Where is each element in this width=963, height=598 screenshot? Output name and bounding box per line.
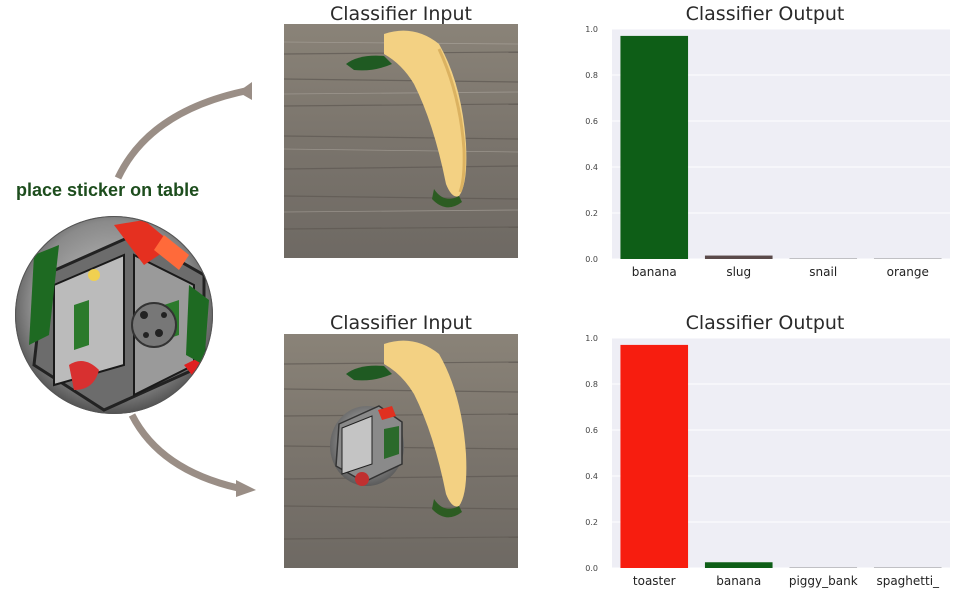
classifier-input-title-2: Classifier Input xyxy=(330,312,472,334)
classifier-output-chart-2: Classifier Output 0.0 0.2 0.4 0.6 0.8 1.0 toas… xyxy=(575,312,955,594)
y-tick-label: 0.0 xyxy=(585,564,598,573)
adversarial-sticker-icon xyxy=(15,216,213,414)
bar-slug xyxy=(704,255,773,259)
x-tick-label: spaghetti_ xyxy=(876,574,940,588)
x-tick-label: toaster xyxy=(633,574,676,588)
bar-chart-1: 0.0 0.2 0.4 0.6 0.8 1.0 banana slug snail orange xyxy=(585,25,950,279)
classifier-output-chart-1: Classifier Output 0.0 0.2 0.4 0.6 0.8 1.0 bana… xyxy=(575,3,955,285)
y-tick-label: 0.6 xyxy=(585,117,598,126)
classifier-input-image-2 xyxy=(284,334,518,568)
x-tick-label: orange xyxy=(887,265,929,279)
arrow-down-head xyxy=(236,480,256,497)
y-tick-label: 0.8 xyxy=(585,71,598,80)
y-tick-label: 0.2 xyxy=(585,518,598,527)
arrow-up-curve xyxy=(114,86,251,180)
x-tick-label: snail xyxy=(809,265,837,279)
arrow-down-curve xyxy=(128,413,239,492)
classifier-output-title-1: Classifier Output xyxy=(685,3,845,25)
y-tick-label: 0.8 xyxy=(585,380,598,389)
y-tick-label: 0.2 xyxy=(585,209,598,218)
x-tick-label: piggy_bank xyxy=(789,574,858,588)
x-tick-label: banana xyxy=(716,574,761,588)
classifier-input-image-1 xyxy=(284,24,518,258)
bar-chart-2: 0.0 0.2 0.4 0.6 0.8 1.0 toaster banana piggy_ban… xyxy=(585,334,950,588)
x-tick-label: slug xyxy=(726,265,751,279)
x-tick-label: banana xyxy=(632,265,677,279)
y-tick-label: 0.0 xyxy=(585,255,598,264)
bar-banana xyxy=(620,35,689,260)
y-tick-label: 0.4 xyxy=(585,163,598,172)
y-tick-label: 0.6 xyxy=(585,426,598,435)
y-tick-label: 1.0 xyxy=(585,334,598,343)
classifier-input-title-1: Classifier Input xyxy=(330,3,472,25)
classifier-output-title-2: Classifier Output xyxy=(685,312,845,334)
bar-banana xyxy=(704,562,773,568)
y-tick-label: 1.0 xyxy=(585,25,598,34)
arrow-up-head xyxy=(238,82,252,100)
toaster-sticker-on-table xyxy=(330,405,404,486)
bar-toaster xyxy=(620,344,689,568)
sticker-label: place sticker on table xyxy=(16,180,200,200)
y-tick-label: 0.4 xyxy=(585,472,598,481)
